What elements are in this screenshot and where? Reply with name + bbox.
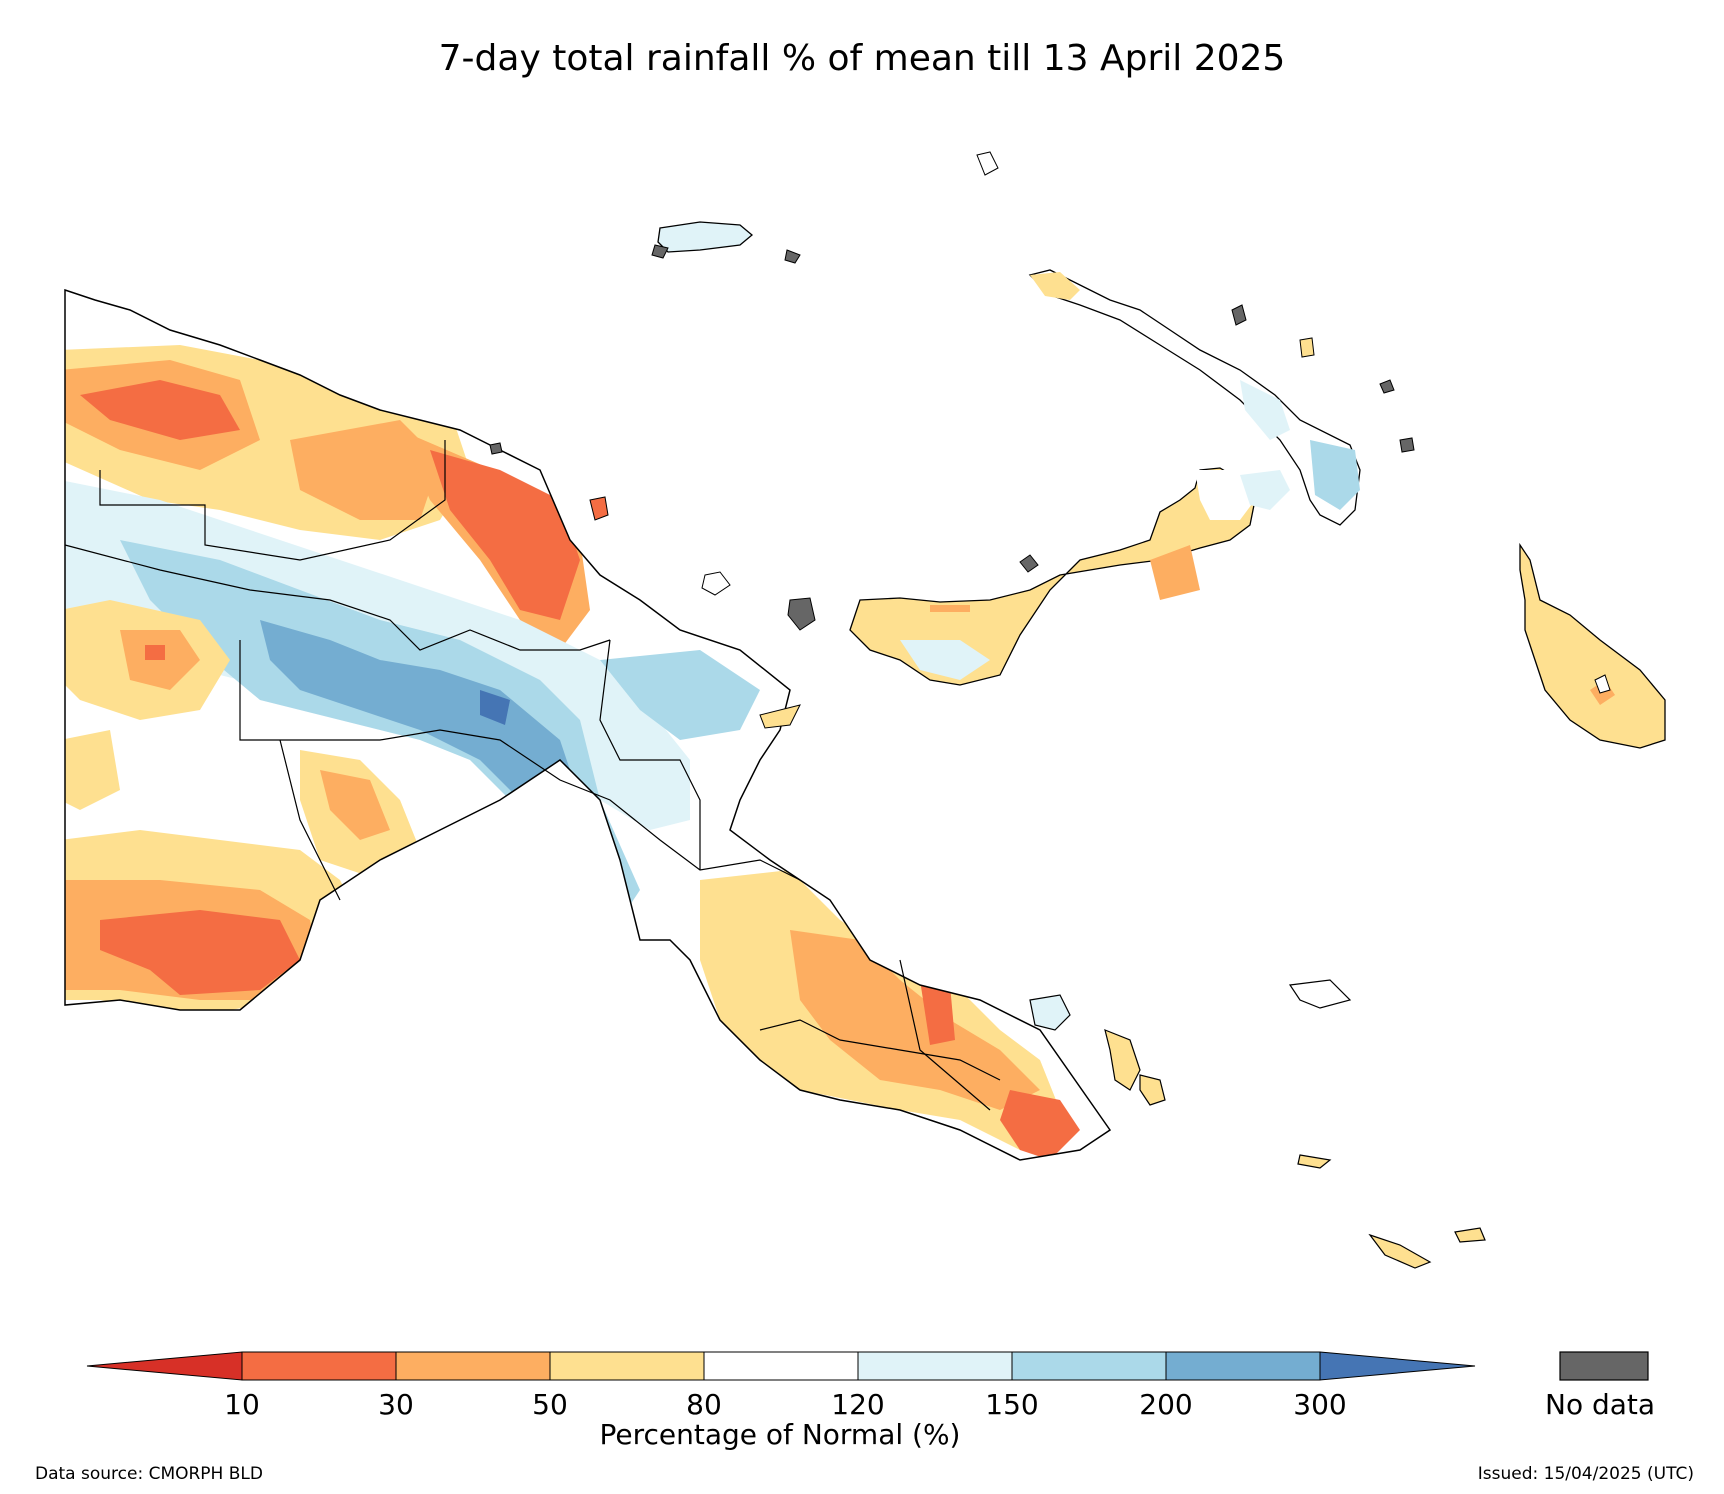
colorbar-label: Percentage of Normal (%): [599, 1418, 961, 1451]
nodata-label: No data: [1545, 1388, 1656, 1421]
new-britain: [849, 467, 1290, 686]
colorbar-segment: [241, 1351, 397, 1381]
fill-150-200-east: [600, 650, 760, 740]
colorbar-tick-label: 10: [224, 1388, 260, 1421]
manus-island: [651, 221, 801, 264]
colorbar-segment: [549, 1351, 705, 1381]
fill-10-30-west: [145, 645, 165, 660]
colorbar-tick-label: 200: [1139, 1388, 1193, 1421]
colorbar-segment: [1165, 1351, 1321, 1381]
small-moderate-islands: [759, 337, 1315, 729]
colorbar-segment: [1011, 1351, 1167, 1381]
colorbar-tick-label: 300: [1293, 1388, 1347, 1421]
fill-200-300-highlands: [260, 620, 620, 880]
fill-10-30-madang: [430, 450, 580, 620]
small-islands: [701, 151, 1611, 694]
colorbar-extend-low: [86, 1351, 243, 1381]
nodata-islands: [489, 304, 1415, 631]
colorbar-segment: [395, 1351, 551, 1381]
issued-date: Issued: 15/04/2025 (UTC): [1477, 1464, 1694, 1484]
colorbar-tick-label: 120: [831, 1388, 885, 1421]
fill-30-50-sepik: [290, 420, 440, 520]
fill-10-30-se2: [1000, 1090, 1080, 1160]
small-dry-islands: [589, 496, 609, 521]
fill-50-80-west2: [65, 730, 120, 810]
fill-30-50-se: [790, 930, 1040, 1110]
colorbar-segment: [703, 1351, 859, 1381]
colorbar-tick-label: 150: [985, 1388, 1039, 1421]
fill-gt300: [480, 690, 510, 725]
fill-30-50-gulf: [320, 770, 390, 840]
nodata-swatch: [1559, 1351, 1649, 1381]
colorbar-extend-high: [1319, 1351, 1476, 1381]
bougainville: [1519, 542, 1666, 749]
map-title: 7-day total rainfall % of mean till 13 A…: [438, 38, 1286, 79]
colorbar-segment: [857, 1351, 1013, 1381]
colorbar-tick-label: 30: [378, 1388, 414, 1421]
fill-10-30-se1: [920, 980, 955, 1045]
mainland-coastline: [64, 288, 1112, 1161]
colorbar-tick-label: 80: [686, 1388, 722, 1421]
mainland-png: [64, 288, 1112, 1161]
colorbar-tick-label: 50: [532, 1388, 568, 1421]
colorbar: [86, 1351, 1476, 1381]
data-source: Data source: CMORPH BLD: [35, 1464, 263, 1484]
new-ireland: [1028, 269, 1361, 526]
fill-10-30-nw: [80, 380, 240, 440]
province-boundaries: [64, 440, 1001, 1111]
eastern-islands: [1029, 979, 1486, 1269]
fill-10-30-sw: [100, 910, 300, 995]
fill-150-200-highlands: [120, 540, 640, 920]
